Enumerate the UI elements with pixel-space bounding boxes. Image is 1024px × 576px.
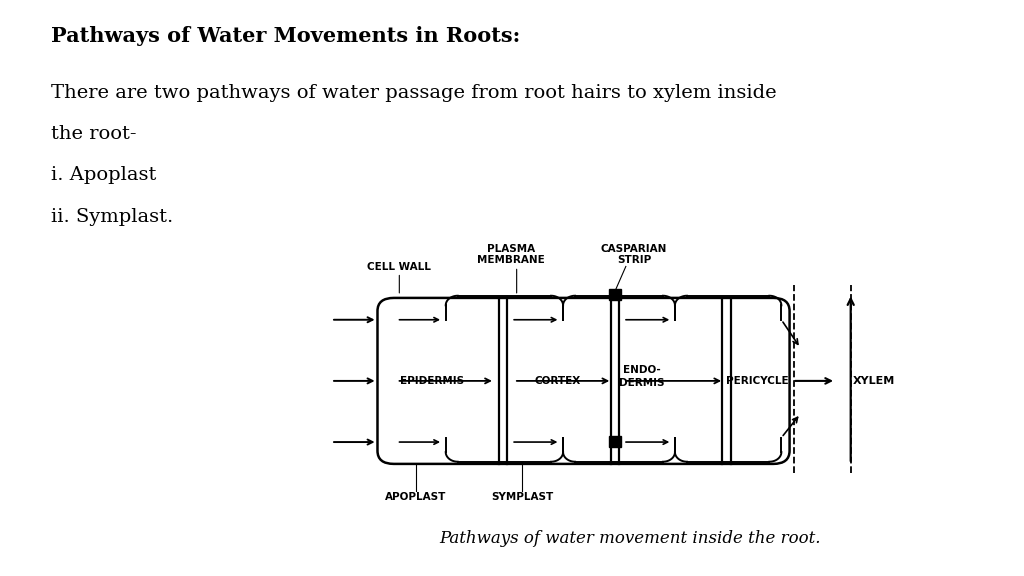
Text: ENDO-
DERMIS: ENDO- DERMIS [620, 365, 665, 388]
Text: the root-: the root- [51, 125, 136, 143]
Text: CORTEX: CORTEX [535, 376, 581, 386]
Text: ii. Symplast.: ii. Symplast. [51, 208, 173, 226]
Text: XYLEM: XYLEM [852, 376, 895, 386]
FancyBboxPatch shape [378, 298, 790, 464]
Text: PLASMA
MEMBRANE: PLASMA MEMBRANE [477, 244, 545, 265]
Text: Pathways of water movement inside the root.: Pathways of water movement inside the ro… [439, 530, 820, 547]
Text: EPIDERMIS: EPIDERMIS [400, 376, 464, 386]
Bar [609, 289, 621, 300]
Bar [609, 435, 621, 446]
Text: Pathways of Water Movements in Roots:: Pathways of Water Movements in Roots: [51, 26, 520, 46]
Text: APOPLAST: APOPLAST [385, 492, 446, 502]
Text: CELL WALL: CELL WALL [368, 262, 431, 272]
Text: SYMPLAST: SYMPLAST [490, 492, 553, 502]
Text: PERICYCLE: PERICYCLE [726, 376, 788, 386]
Text: i. Apoplast: i. Apoplast [51, 166, 157, 184]
Text: There are two pathways of water passage from root hairs to xylem inside: There are two pathways of water passage … [51, 84, 777, 101]
Text: CASPARIAN
STRIP: CASPARIAN STRIP [601, 244, 668, 265]
